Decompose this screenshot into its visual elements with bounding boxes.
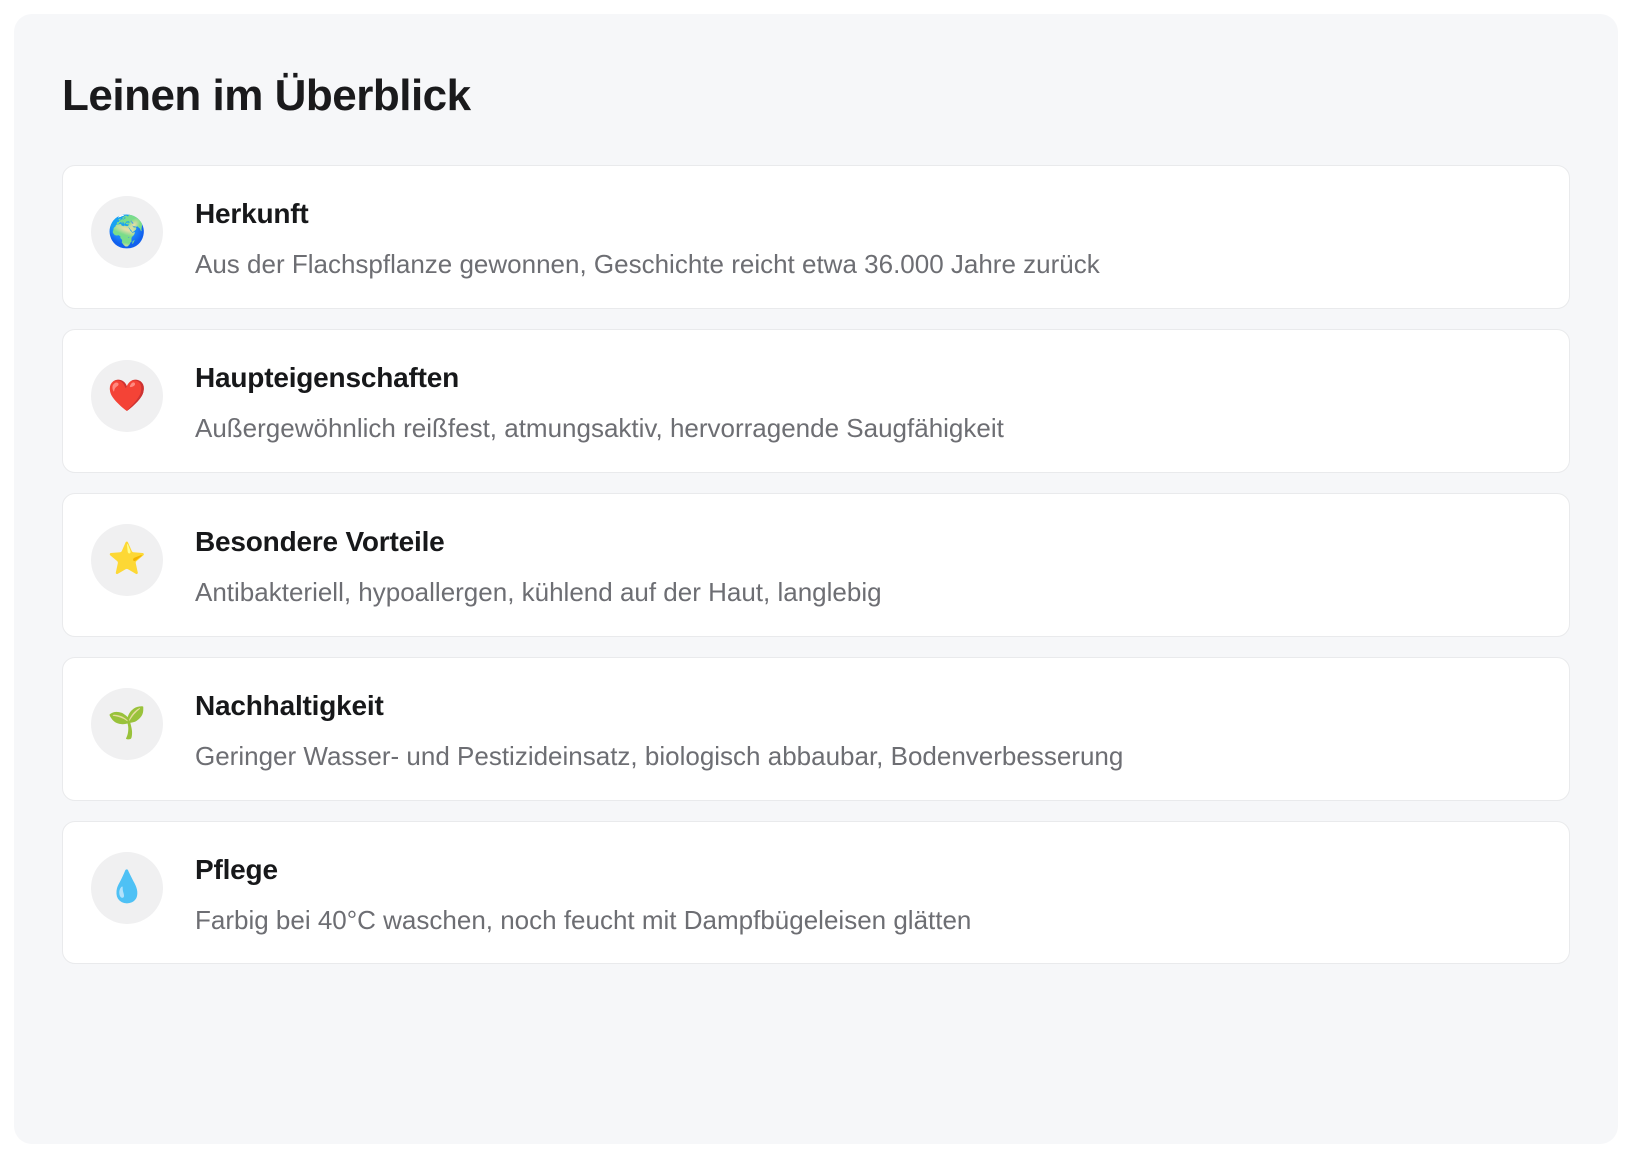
card-description: Außergewöhnlich reißfest, atmungsaktiv, …	[195, 413, 1004, 444]
overview-panel: Leinen im Überblick 🌍 Herkunft Aus der F…	[14, 14, 1618, 1144]
page-title: Leinen im Überblick	[62, 71, 471, 120]
card-description: Farbig bei 40°C waschen, noch feucht mit…	[195, 904, 972, 935]
feature-card-list: 🌍 Herkunft Aus der Flachspflanze gewonne…	[14, 120, 1618, 965]
list-item[interactable]: 🌱 Nachhaltigkeit Geringer Wasser- und Pe…	[62, 656, 1570, 801]
globe-europe-africa-icon: 🌍	[91, 196, 163, 269]
card-description: Aus der Flachspflanze gewonnen, Geschich…	[195, 249, 1100, 280]
star-icon: ⭐	[91, 523, 163, 596]
card-body: Besondere Vorteile Antibakteriell, hypoa…	[195, 520, 882, 610]
card-description: Antibakteriell, hypoallergen, kühlend au…	[195, 576, 882, 607]
card-body: Herkunft Aus der Flachspflanze gewonnen,…	[195, 192, 1100, 282]
red-heart-icon: ❤️	[91, 360, 163, 433]
list-item[interactable]: 💧 Pflege Farbig bei 40°C waschen, noch f…	[62, 820, 1570, 965]
card-body: Nachhaltigkeit Geringer Wasser- und Pest…	[195, 684, 1123, 774]
card-body: Pflege Farbig bei 40°C waschen, noch feu…	[195, 848, 971, 938]
card-title: Besondere Vorteile	[195, 525, 445, 557]
card-title: Haupteigenschaften	[195, 362, 459, 394]
card-body: Haupteigenschaften Außergewöhnlich reißf…	[195, 356, 1004, 446]
card-title: Nachhaltigkeit	[195, 689, 384, 721]
water-droplet-icon: 💧	[91, 851, 163, 924]
card-title: Pflege	[195, 853, 278, 885]
seedling-icon: 🌱	[91, 687, 163, 760]
list-item[interactable]: ❤️ Haupteigenschaften Außergewöhnlich re…	[62, 329, 1570, 473]
list-item[interactable]: ⭐ Besondere Vorteile Antibakteriell, hyp…	[62, 492, 1570, 637]
list-item[interactable]: 🌍 Herkunft Aus der Flachspflanze gewonne…	[62, 165, 1570, 310]
card-description: Geringer Wasser- und Pestizideinsatz, bi…	[195, 740, 1124, 771]
card-title: Herkunft	[195, 198, 309, 230]
